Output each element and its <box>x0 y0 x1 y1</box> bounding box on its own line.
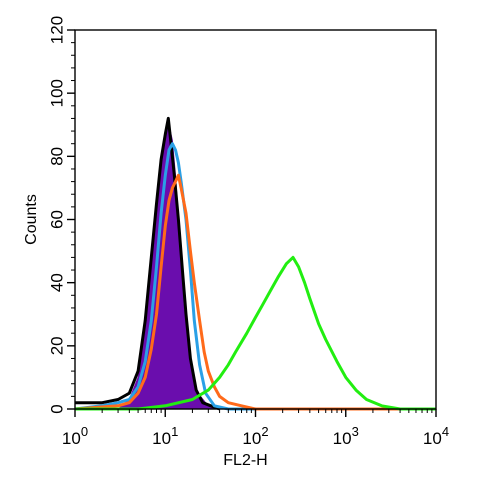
y-tick-label: 0 <box>47 404 66 413</box>
y-axis-label: Counts <box>23 194 40 245</box>
x-tick-label: 100 <box>62 424 88 448</box>
x-tick-label: 104 <box>423 424 449 448</box>
plot-frame <box>74 29 437 410</box>
series-4-line <box>75 255 436 411</box>
y-tick-label: 100 <box>47 79 66 107</box>
x-axis-label: FL2-H <box>223 452 267 469</box>
y-tick-label: 80 <box>47 147 66 166</box>
y-tick-label: 20 <box>47 336 66 355</box>
y-tick-label: 40 <box>47 273 66 292</box>
series-1-line <box>75 116 221 411</box>
axes-layer: 0 20 40 60 80 100 120 100 101 102 103 104 <box>47 16 449 448</box>
y-tick-label: 60 <box>47 210 66 229</box>
x-tick-label: 102 <box>242 424 268 448</box>
y-tick-label: 120 <box>47 16 66 44</box>
series-layer <box>74 116 436 411</box>
x-tick-label: 103 <box>333 424 359 448</box>
series-3-line <box>74 173 436 411</box>
x-tick-label: 101 <box>152 424 178 448</box>
series-2-line <box>74 142 436 411</box>
